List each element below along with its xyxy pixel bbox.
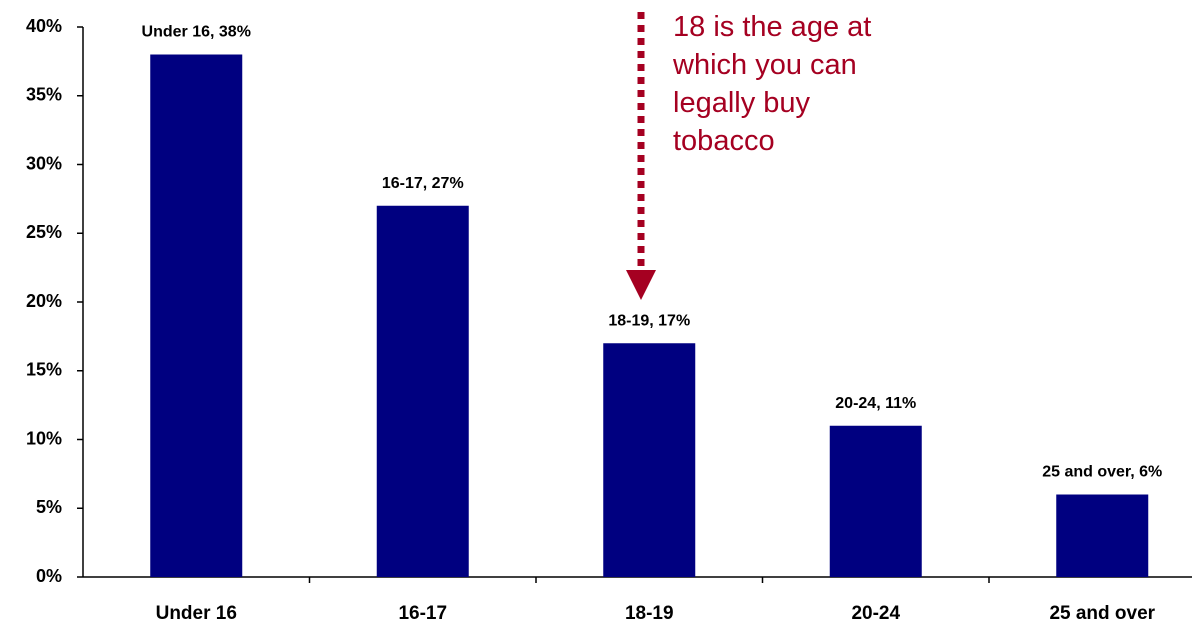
y-tick-label: 25% xyxy=(26,222,62,242)
bar xyxy=(829,425,922,577)
y-tick-label: 5% xyxy=(36,497,62,517)
y-tick-label: 35% xyxy=(26,85,62,105)
x-tick-label: 18-19 xyxy=(625,603,674,624)
x-tick-label: 20-24 xyxy=(851,603,900,624)
y-tick-label: 0% xyxy=(36,566,62,586)
value-label: Under 16, 38% xyxy=(142,24,251,41)
bar xyxy=(376,205,469,577)
value-label: 25 and over, 6% xyxy=(1042,464,1162,481)
y-tick-label: 10% xyxy=(26,428,62,448)
bar xyxy=(1056,494,1149,577)
x-tick-label: 25 and over xyxy=(1049,603,1155,624)
y-tick-label: 15% xyxy=(26,360,62,380)
y-tick-label: 30% xyxy=(26,153,62,173)
value-label: 16-17, 27% xyxy=(382,175,464,192)
annotation-arrowhead xyxy=(626,270,656,300)
annotation: 18 is the age at which you can legally b… xyxy=(673,11,872,157)
y-tick-label: 20% xyxy=(26,291,62,311)
x-tick-label: Under 16 xyxy=(156,603,237,624)
bar xyxy=(603,343,696,577)
value-label: 20-24, 11% xyxy=(835,395,916,412)
value-label: 18-19, 17% xyxy=(608,312,690,329)
x-tick-label: 16-17 xyxy=(398,603,447,624)
y-tick-label: 40% xyxy=(26,16,62,36)
bar xyxy=(150,54,243,577)
